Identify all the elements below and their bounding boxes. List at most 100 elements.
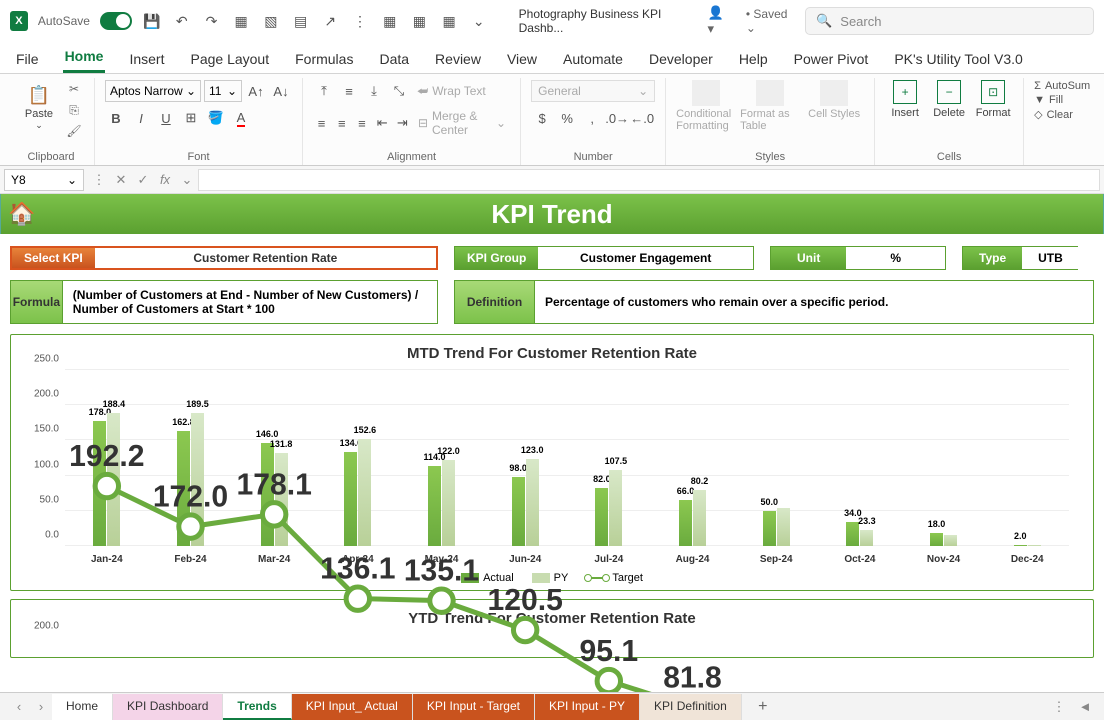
bold-button[interactable]: B: [105, 107, 127, 129]
tab-next-icon[interactable]: ›: [30, 696, 52, 718]
qat-icon[interactable]: ▤: [291, 10, 311, 32]
fill-color-button[interactable]: 🪣: [205, 107, 227, 129]
add-sheet-button[interactable]: +: [750, 696, 776, 718]
cell-styles-button[interactable]: Cell Styles: [804, 80, 864, 120]
align-center-icon[interactable]: ≡: [333, 112, 350, 134]
sheet-tab-kpi-definition[interactable]: KPI Definition: [640, 694, 742, 720]
format-painter-icon[interactable]: 🖌: [64, 122, 84, 140]
autosave-toggle[interactable]: [100, 12, 132, 30]
qat-more-icon[interactable]: ⌄: [469, 10, 489, 32]
number-format-select[interactable]: General⌄: [531, 80, 655, 102]
name-box[interactable]: Y8⌄: [4, 169, 84, 191]
percent-icon[interactable]: %: [556, 107, 578, 129]
qat-icon[interactable]: ▦: [439, 10, 459, 32]
font-size-select[interactable]: 11⌄: [204, 80, 242, 102]
chart-plot: 0.050.0100.0150.0200.0250.0 178.0188.416…: [65, 370, 1069, 570]
ribbon-tab-view[interactable]: View: [505, 45, 539, 73]
align-left-icon[interactable]: ≡: [313, 112, 330, 134]
ribbon-tab-help[interactable]: Help: [737, 45, 770, 73]
sheet-tab-home[interactable]: Home: [52, 694, 113, 720]
alignment-group: ⤒ ≡ ⤓ ⤡ ⮨Wrap Text ≡ ≡ ≡ ⇤ ⇥ ⊟Merge & Ce…: [303, 78, 521, 165]
qat-icon[interactable]: ▧: [261, 10, 281, 32]
currency-icon[interactable]: $: [531, 107, 553, 129]
font-color-button[interactable]: A: [230, 107, 252, 129]
tab-menu-icon[interactable]: ⋮: [1048, 696, 1070, 718]
comma-icon[interactable]: ,: [581, 107, 603, 129]
bar-actual: 114.0: [428, 466, 441, 546]
search-input[interactable]: 🔍 Search: [805, 7, 1094, 35]
increase-font-icon[interactable]: A↑: [245, 80, 267, 102]
bar-label: 66.0: [677, 486, 695, 496]
bar-actual: 178.0: [93, 421, 106, 546]
redo-icon[interactable]: ↷: [202, 10, 222, 32]
align-top-icon[interactable]: ⤒: [313, 80, 335, 102]
sheet-tab-kpi-input-actual[interactable]: KPI Input_ Actual: [292, 694, 413, 720]
italic-button[interactable]: I: [130, 107, 152, 129]
user-icon[interactable]: 👤▾: [708, 5, 728, 37]
enter-icon[interactable]: ✓: [132, 169, 154, 191]
underline-button[interactable]: U: [155, 107, 177, 129]
qat-icon[interactable]: ▦: [410, 10, 430, 32]
inc-decimal-icon[interactable]: .0→: [606, 107, 628, 129]
tab-prev-icon[interactable]: ‹: [8, 696, 30, 718]
sheet-tab-kpi-input-target[interactable]: KPI Input - Target: [413, 694, 535, 720]
home-icon[interactable]: 🏠: [7, 199, 37, 229]
ribbon-tab-data[interactable]: Data: [377, 45, 411, 73]
indent-inc-icon[interactable]: ⇥: [394, 112, 411, 134]
ribbon-tab-review[interactable]: Review: [433, 45, 483, 73]
border-button[interactable]: ⊞: [180, 107, 202, 129]
fill-button[interactable]: ▼ Fill: [1034, 94, 1063, 106]
format-table-button[interactable]: Format as Table: [740, 80, 800, 132]
dec-decimal-icon[interactable]: ←.0: [631, 107, 653, 129]
formula-box: Formula (Number of Customers at End - Nu…: [10, 280, 438, 324]
wrap-text-button[interactable]: ⮨Wrap Text: [413, 82, 490, 101]
undo-icon[interactable]: ↶: [172, 10, 192, 32]
select-kpi-box[interactable]: Select KPI Customer Retention Rate: [10, 246, 438, 270]
qat-icon[interactable]: ⋮: [350, 10, 370, 32]
qat-icon[interactable]: ↗: [320, 10, 340, 32]
qat-icon[interactable]: ▦: [231, 10, 251, 32]
ribbon-tab-file[interactable]: File: [14, 45, 41, 73]
fbar-expand-icon[interactable]: ⌄: [176, 169, 198, 191]
ribbon-tab-developer[interactable]: Developer: [647, 45, 715, 73]
worksheet[interactable]: 🏠 KPI Trend Select KPI Customer Retentio…: [0, 194, 1104, 692]
format-button[interactable]: ⊡Format: [973, 80, 1013, 119]
cut-icon[interactable]: ✂: [64, 80, 84, 98]
cancel-icon[interactable]: ✕: [110, 169, 132, 191]
ribbon-tab-pk-s-utility-tool-v3-0[interactable]: PK's Utility Tool V3.0: [892, 45, 1024, 73]
ribbon-tab-automate[interactable]: Automate: [561, 45, 625, 73]
sheet-tab-trends[interactable]: Trends: [223, 694, 291, 720]
ribbon-tab-formulas[interactable]: Formulas: [293, 45, 355, 73]
formula-input[interactable]: [198, 169, 1100, 191]
unit-label: Unit: [771, 247, 846, 269]
ribbon-tab-home[interactable]: Home: [63, 42, 106, 73]
sheet-tab-kpi-dashboard[interactable]: KPI Dashboard: [113, 694, 223, 720]
orientation-icon[interactable]: ⤡: [388, 80, 410, 102]
tab-scroll-icon[interactable]: ◄: [1074, 696, 1096, 718]
align-middle-icon[interactable]: ≡: [338, 80, 360, 102]
conditional-formatting-button[interactable]: Conditional Formatting: [676, 80, 736, 132]
autosum-button[interactable]: Σ AutoSum: [1034, 80, 1090, 92]
clear-button[interactable]: ◇ Clear: [1034, 108, 1073, 121]
align-right-icon[interactable]: ≡: [353, 112, 370, 134]
save-icon[interactable]: 💾: [142, 10, 162, 32]
ribbon-tab-power-pivot[interactable]: Power Pivot: [792, 45, 871, 73]
ribbon-tab-insert[interactable]: Insert: [127, 45, 166, 73]
insert-button[interactable]: +Insert: [885, 80, 925, 119]
decrease-font-icon[interactable]: A↓: [270, 80, 292, 102]
copy-icon[interactable]: ⎘: [64, 101, 84, 119]
fx-icon[interactable]: fx: [154, 169, 176, 191]
bar-py: 80.2: [693, 490, 706, 546]
indent-dec-icon[interactable]: ⇤: [374, 112, 391, 134]
bar-py: 188.4: [107, 413, 120, 546]
y-tick: 100.0: [34, 459, 59, 470]
delete-button[interactable]: −Delete: [929, 80, 969, 119]
ribbon-tab-page-layout[interactable]: Page Layout: [188, 45, 271, 73]
qat-icon[interactable]: ▦: [380, 10, 400, 32]
month-group: 34.023.3: [818, 370, 902, 546]
merge-button[interactable]: ⊟Merge & Center⌄: [414, 107, 510, 139]
sheet-tab-kpi-input-py[interactable]: KPI Input - PY: [535, 694, 640, 720]
font-name-select[interactable]: Aptos Narrow⌄: [105, 80, 201, 102]
paste-button[interactable]: 📋Paste⌄: [18, 80, 60, 133]
align-bottom-icon[interactable]: ⤓: [363, 80, 385, 102]
